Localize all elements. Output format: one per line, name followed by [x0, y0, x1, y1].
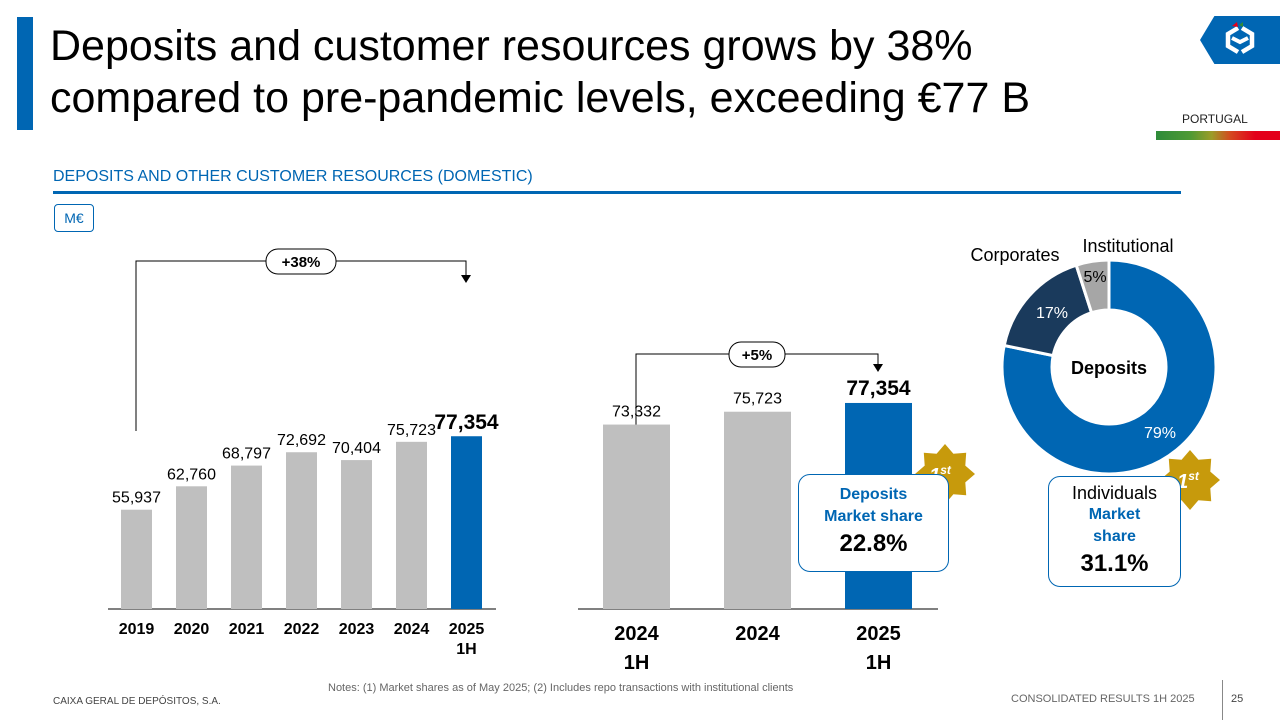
- donut-slice-percent: 17%: [1036, 305, 1068, 322]
- callout-value: 22.8%: [839, 530, 908, 557]
- bar: [176, 486, 207, 609]
- bar-value-label: 73,332: [612, 404, 661, 421]
- region-label: PORTUGAL: [1182, 112, 1248, 126]
- page-title: Deposits and customer resources grows by…: [50, 20, 1160, 124]
- portugal-color-strip: [1156, 131, 1280, 140]
- x-tick-label: 1H: [624, 652, 650, 674]
- x-tick-label: 2024: [614, 623, 659, 645]
- badge-rank-suffix: st: [1188, 469, 1200, 483]
- x-tick-label: 2025: [856, 623, 901, 645]
- callout-value: 31.1%: [1080, 550, 1149, 577]
- donut-slice: [1000, 258, 1218, 476]
- bar: [396, 441, 427, 609]
- footnotes: Notes: (1) Market shares as of May 2025;…: [328, 682, 794, 694]
- bar-value-label: 77,354: [846, 377, 911, 400]
- bar-value-label: 70,404: [332, 440, 381, 457]
- x-tick-label: 2024: [735, 623, 780, 645]
- bar-value-label: 77,354: [434, 411, 499, 434]
- title-accent-bar: [17, 17, 33, 130]
- callout-line: Market: [1088, 506, 1141, 523]
- x-tick-label: 1H: [866, 652, 892, 674]
- bar: [286, 452, 317, 609]
- bar: [341, 460, 372, 609]
- donut-slice-name: Institutional: [1082, 236, 1173, 256]
- x-tick-label: 1H: [456, 641, 476, 658]
- badge-rank-number: 1: [1177, 471, 1188, 493]
- section-title: DEPOSITS AND OTHER CUSTOMER RESOURCES (D…: [53, 168, 533, 185]
- callout-segment-label: Individuals: [1071, 483, 1158, 503]
- bar: [231, 465, 262, 609]
- chart2-growth-arrowhead: [873, 364, 883, 372]
- bar-value-label: 68,797: [222, 446, 271, 463]
- section-divider: [53, 191, 1181, 194]
- deposits-donut-chart: Deposits 79% 17% Corporates 5% Institutional: [970, 236, 1218, 476]
- chart2-growth-pill: [728, 341, 786, 368]
- badge-rank-suffix: st: [940, 463, 952, 477]
- donut-slice: [1074, 258, 1111, 315]
- x-tick-label: 2020: [174, 621, 210, 638]
- donut-center-label: Deposits: [1071, 358, 1147, 378]
- x-tick-label: 2024: [394, 621, 430, 638]
- cgd-logo: [1200, 16, 1280, 64]
- badge-rank-text: 1st: [1177, 469, 1200, 493]
- x-tick-label: 2021: [229, 621, 265, 638]
- chart1-growth-arrowhead: [461, 275, 471, 283]
- chart1-growth-label: +38%: [282, 254, 321, 271]
- donut-slice-name: Corporates: [970, 245, 1059, 265]
- annual-deposits-bar-chart: +38% 55,937 2019 62,760 2020 68,797 2021 72,69…: [108, 248, 499, 658]
- unit-badge: M€: [54, 204, 94, 232]
- deposits-market-share-callout: Deposits Market share 22.8%: [798, 474, 949, 572]
- callout-line: share: [1093, 528, 1136, 545]
- chart1-growth-bracket: [135, 260, 467, 431]
- donut-slice-percent: 79%: [1144, 425, 1176, 442]
- donut-slice-percent: 5%: [1083, 269, 1106, 286]
- report-name: CONSOLIDATED RESULTS 1H 2025: [1011, 693, 1195, 705]
- page-number: 25: [1231, 693, 1244, 705]
- callout-line: Market share: [824, 508, 923, 525]
- individuals-market-share-callout: Individuals Market share 31.1%: [1048, 476, 1181, 587]
- callout-line: Deposits: [839, 486, 908, 503]
- bar: [121, 509, 152, 609]
- x-tick-label: 2025: [449, 621, 485, 638]
- x-tick-label: 2022: [284, 621, 320, 638]
- x-tick-label: 2019: [119, 621, 155, 638]
- bar-value-label: 75,723: [733, 391, 782, 408]
- chart2-growth-label: +5%: [742, 347, 772, 364]
- bar-value-label: 72,692: [277, 432, 326, 449]
- company-name: CAIXA GERAL DE DEPÓSITOS, S.A.: [53, 696, 221, 707]
- cgd-logo-icon: [1225, 22, 1255, 54]
- footer-divider: [1222, 680, 1223, 720]
- page-title-line-1: Deposits and customer resources grows by…: [50, 22, 973, 70]
- page-title-line-2: compared to pre-pandemic levels, exceedi…: [50, 74, 1031, 122]
- bar-value-label: 62,760: [167, 466, 216, 483]
- bar-value-label: 75,723: [387, 422, 436, 439]
- bar: [724, 411, 791, 609]
- bar-value-label: 55,937: [112, 490, 161, 507]
- chart1-growth-pill: [265, 248, 337, 275]
- bar: [603, 424, 670, 609]
- bar-highlight: [451, 436, 482, 609]
- x-tick-label: 2023: [339, 621, 375, 638]
